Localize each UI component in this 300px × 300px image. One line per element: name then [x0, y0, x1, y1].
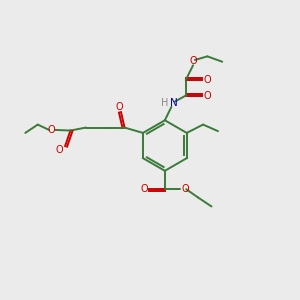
Text: O: O: [140, 184, 148, 194]
Text: O: O: [47, 125, 55, 135]
Text: O: O: [189, 56, 197, 66]
Text: H: H: [161, 98, 169, 108]
Text: O: O: [182, 184, 189, 194]
Text: O: O: [204, 91, 211, 100]
Text: O: O: [56, 146, 64, 155]
Text: O: O: [204, 75, 211, 85]
Text: O: O: [115, 102, 123, 112]
Text: N: N: [170, 98, 178, 108]
